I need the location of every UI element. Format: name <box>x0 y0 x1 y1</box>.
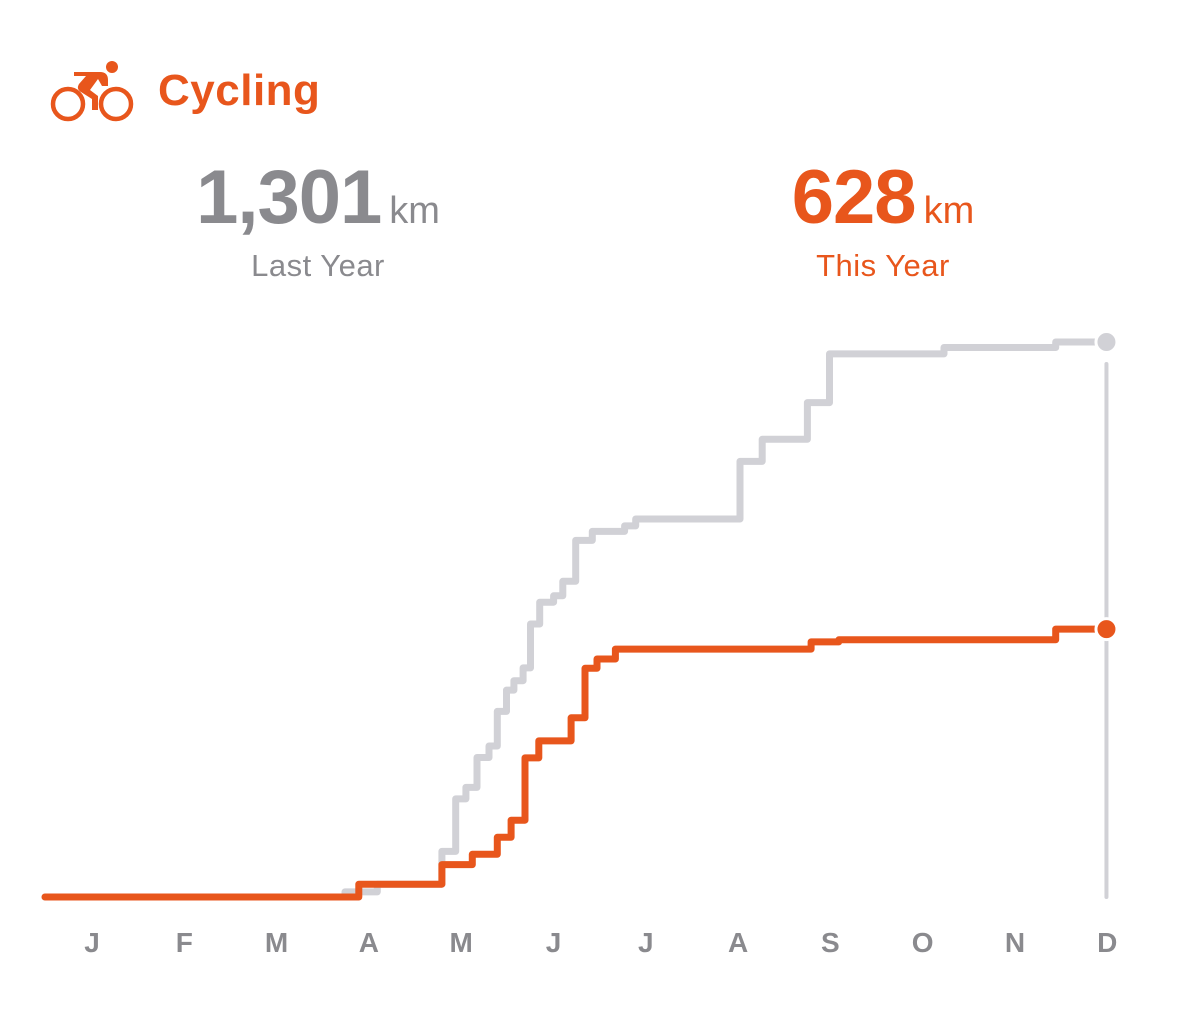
series-line-this-year <box>41 625 1110 901</box>
x-tick-label: A <box>728 927 748 958</box>
cycling-icon <box>50 61 134 122</box>
x-tick-label: J <box>546 927 562 958</box>
this-year-caption: This Year <box>816 248 950 283</box>
end-point-last-year <box>1094 330 1119 354</box>
x-tick-label: J <box>638 927 654 958</box>
x-tick-label: N <box>1005 927 1025 958</box>
this-year-stat: 628 km This Year <box>760 160 1006 284</box>
x-tick-label: O <box>912 927 934 958</box>
header: Cycling <box>50 58 320 124</box>
page-title: Cycling <box>158 66 321 115</box>
x-tick-label: S <box>821 927 840 958</box>
last-year-value: 1,301 <box>196 155 382 240</box>
x-tick-label: M <box>265 927 288 958</box>
last-year-stat: 1,301 km Last Year <box>170 160 466 284</box>
this-year-value: 628 <box>791 155 917 240</box>
x-tick-label: J <box>84 927 100 958</box>
last-year-caption: Last Year <box>251 248 385 283</box>
this-year-unit: km <box>923 190 975 232</box>
series-line-last-year <box>41 338 1110 901</box>
end-point-this-year <box>1094 617 1119 642</box>
x-tick-label: D <box>1097 927 1117 958</box>
last-year-unit: km <box>389 190 440 232</box>
x-tick-label: F <box>176 927 193 958</box>
x-tick-label: M <box>450 927 473 958</box>
x-tick-label: A <box>359 927 379 958</box>
